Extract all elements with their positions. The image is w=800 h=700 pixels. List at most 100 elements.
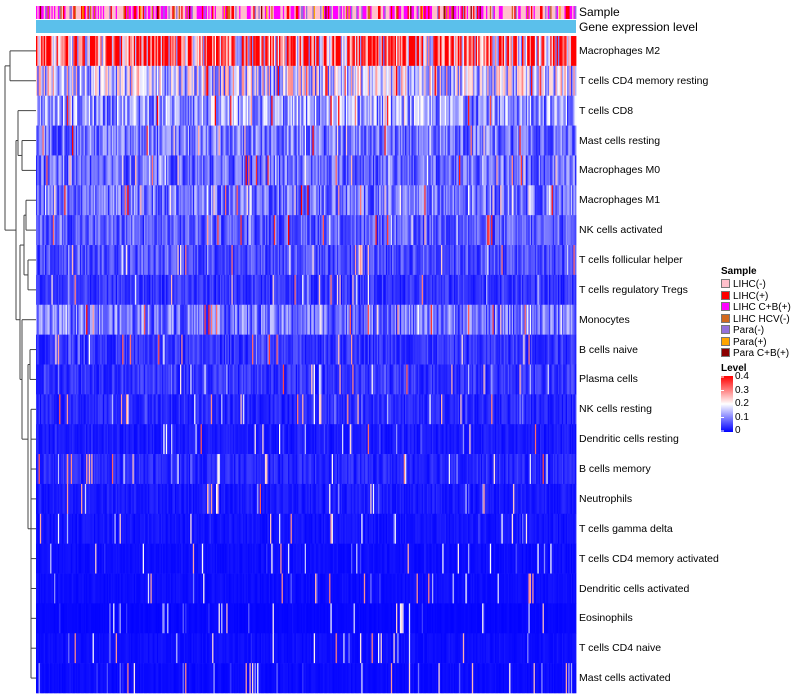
heatmap-cell — [403, 155, 406, 186]
heatmap-cell — [311, 95, 313, 126]
heatmap-cell — [563, 274, 565, 306]
heatmap-cell — [79, 36, 82, 67]
heatmap-cell — [263, 95, 266, 126]
heatmap-cell — [347, 95, 349, 126]
heatmap-cell — [313, 185, 316, 216]
heatmap-cell — [291, 65, 294, 97]
sample-cell — [489, 6, 492, 19]
heatmap-cell — [356, 185, 358, 216]
heatmap-cell — [273, 274, 276, 306]
heatmap-cell — [111, 155, 114, 186]
heatmap-cell — [113, 274, 115, 306]
heatmap-cell — [276, 65, 279, 97]
heatmap-cell — [86, 65, 88, 97]
sample-cell — [150, 6, 153, 19]
heatmap-cell — [235, 36, 237, 67]
heatmap-cell — [497, 95, 500, 126]
heatmap-cell — [99, 155, 101, 186]
sample-cell — [564, 6, 567, 19]
heatmap-cell — [70, 65, 73, 97]
heatmap-cell — [496, 95, 498, 126]
heatmap-cell — [329, 304, 331, 335]
heatmap-cell — [243, 125, 245, 156]
heatmap-cell — [204, 155, 207, 186]
heatmap-cell — [348, 125, 351, 156]
sample-cell — [108, 6, 110, 19]
heatmap-cell — [288, 274, 290, 306]
heatmap-cell — [453, 185, 456, 216]
heatmap-cell — [405, 65, 407, 97]
heatmap-cell — [399, 304, 402, 335]
heatmap-cell — [145, 185, 147, 216]
heatmap-cell — [470, 125, 473, 156]
heatmap-cell — [408, 215, 411, 246]
heatmap-cell — [84, 155, 87, 186]
heatmap-cell — [471, 65, 474, 97]
heatmap-cell — [540, 65, 542, 97]
heatmap-cell — [389, 125, 392, 156]
heatmap-cell — [88, 36, 91, 67]
heatmap-cell — [344, 274, 347, 306]
heatmap-cell — [331, 245, 334, 276]
heatmap-cell — [574, 125, 577, 156]
heatmap-cell — [190, 215, 192, 246]
heatmap-cell — [387, 245, 389, 276]
sample-cell — [50, 6, 52, 19]
heatmap-cell — [317, 274, 320, 306]
heatmap-cell — [227, 65, 230, 97]
heatmap-cell — [156, 155, 159, 186]
heatmap-cell — [281, 215, 284, 246]
heatmap-cell — [282, 334, 285, 365]
heatmap-cell — [72, 304, 74, 335]
heatmap-cell — [90, 95, 92, 126]
heatmap-cell — [290, 274, 293, 306]
heatmap-cell — [297, 36, 299, 67]
heatmap-cell — [186, 125, 189, 156]
heatmap-cell — [558, 185, 560, 216]
heatmap-cell — [570, 65, 573, 97]
heatmap-cell — [479, 65, 482, 97]
heatmap-cell — [156, 185, 159, 216]
heatmap-cell — [352, 185, 354, 216]
sample-cell — [502, 6, 505, 19]
heatmap-cell — [262, 185, 264, 216]
sample-cell — [81, 6, 83, 19]
heatmap-cell — [36, 245, 38, 276]
heatmap-cell — [465, 185, 468, 216]
heatmap-cell — [45, 95, 47, 126]
heatmap-cell — [459, 36, 461, 67]
heatmap-cell — [127, 65, 129, 97]
heatmap-cell — [460, 274, 462, 306]
heatmap-cell — [327, 274, 330, 306]
heatmap-cell — [167, 185, 169, 216]
heatmap-cell — [73, 185, 75, 216]
heatmap-cell — [38, 95, 41, 126]
heatmap-cell — [59, 334, 61, 365]
heatmap-cell — [354, 304, 357, 335]
heatmap-cell — [172, 95, 174, 126]
heatmap-cell — [537, 304, 540, 335]
heatmap-cell — [537, 215, 540, 246]
heatmap-cell — [366, 155, 369, 186]
heatmap-cell — [99, 245, 101, 276]
heatmap-cell — [334, 304, 336, 335]
heatmap-cell — [106, 36, 109, 67]
heatmap-cell — [145, 95, 147, 126]
heatmap-cell — [342, 36, 344, 67]
heatmap-cell — [132, 65, 135, 97]
heatmap-cell — [506, 155, 509, 186]
heatmap-cell — [318, 36, 321, 67]
heatmap-cell — [174, 125, 177, 156]
heatmap-cell — [483, 334, 486, 365]
heatmap-cell — [514, 215, 516, 246]
heatmap-cell — [243, 36, 245, 67]
heatmap-cell — [570, 215, 573, 246]
heatmap-cell — [101, 65, 104, 97]
heatmap-cell — [230, 125, 232, 156]
heatmap-cell — [570, 36, 573, 67]
heatmap-cell — [525, 36, 528, 67]
heatmap-cell — [515, 36, 518, 67]
heatmap-cell — [140, 65, 142, 97]
sample-cell — [162, 6, 164, 19]
heatmap-cell — [69, 36, 72, 67]
